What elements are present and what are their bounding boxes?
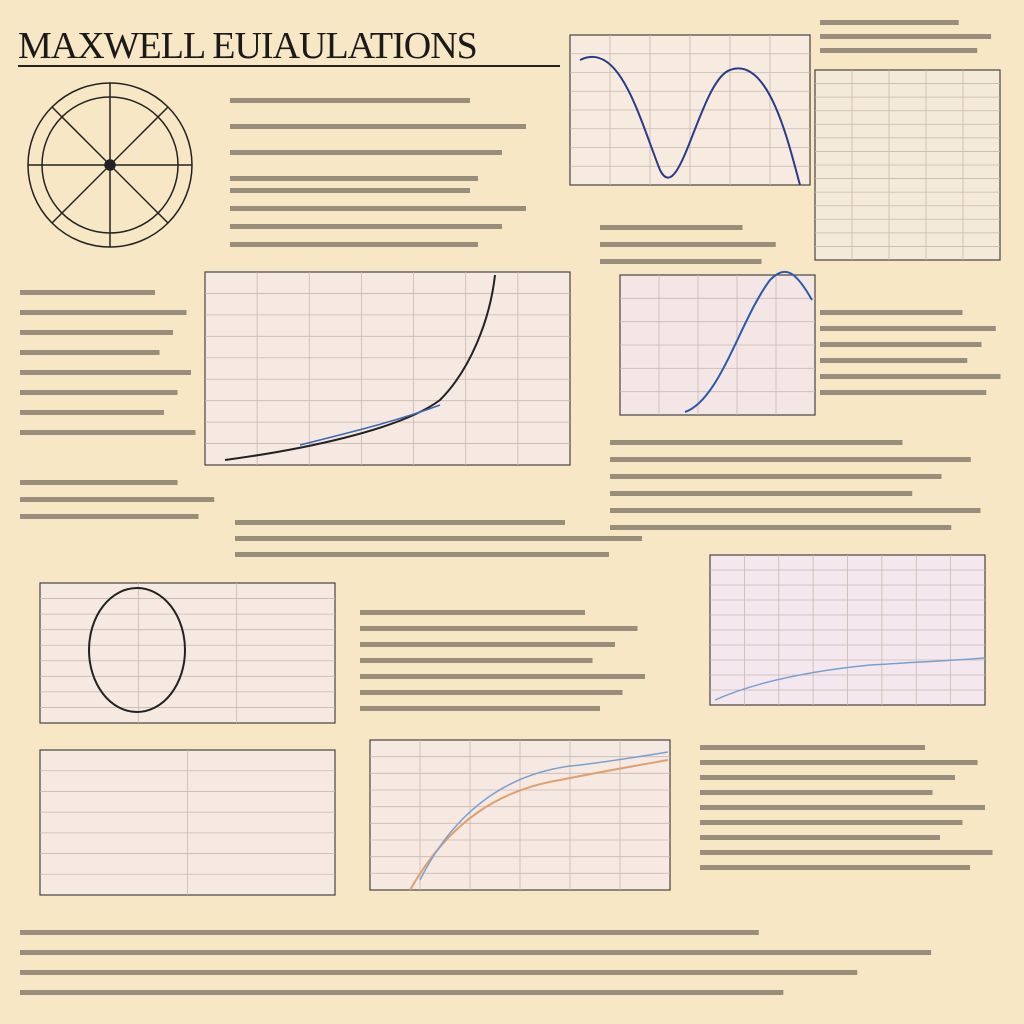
text-line <box>600 259 762 264</box>
text-line <box>360 642 615 647</box>
hub <box>104 159 116 171</box>
text-line <box>235 552 609 557</box>
text-line <box>700 760 978 765</box>
text-line <box>360 610 585 615</box>
text-line <box>820 34 992 39</box>
text-line <box>700 745 925 750</box>
text-line <box>700 850 993 855</box>
flat-curve <box>714 657 986 701</box>
text-line <box>230 188 470 193</box>
text-line <box>700 835 940 840</box>
text-line <box>610 440 903 445</box>
text-line <box>360 626 638 631</box>
text-line <box>235 536 642 541</box>
text-line <box>600 225 743 230</box>
text-line <box>820 48 978 53</box>
text-line <box>610 457 971 462</box>
text-line <box>820 374 1001 379</box>
text-line <box>230 224 502 229</box>
text-line <box>360 674 645 679</box>
text-line <box>820 20 959 25</box>
growth-curve-2 <box>299 404 441 446</box>
text-line <box>610 474 942 479</box>
text-line <box>20 930 759 935</box>
rise-curve-2 <box>419 751 669 881</box>
text-line <box>20 370 191 375</box>
text-line <box>820 358 968 363</box>
text-line <box>235 520 565 525</box>
text-line <box>700 790 933 795</box>
growth-curve <box>224 274 496 461</box>
text-line <box>700 820 963 825</box>
wave-curve <box>579 56 801 186</box>
title: MAXWELL EUIAULATIONS <box>18 25 477 67</box>
text-line <box>610 508 981 513</box>
text-line <box>610 491 913 496</box>
text-line <box>600 242 776 247</box>
text-line <box>20 950 932 955</box>
text-line <box>20 410 164 415</box>
text-line <box>20 480 178 485</box>
text-line <box>700 805 985 810</box>
text-line <box>610 525 952 530</box>
text-line <box>20 310 187 315</box>
rise-curve <box>409 759 669 891</box>
text-line <box>20 990 784 995</box>
text-line <box>20 514 199 519</box>
text-line <box>230 176 478 181</box>
text-line <box>20 330 173 335</box>
panel <box>204 271 571 466</box>
text-line <box>230 150 502 155</box>
text-line <box>820 390 987 395</box>
text-line <box>20 390 178 395</box>
text-line <box>820 342 982 347</box>
text-line <box>820 310 963 315</box>
text-line <box>360 706 600 711</box>
text-line <box>700 865 970 870</box>
text-line <box>820 326 996 331</box>
bell-curve <box>684 270 813 413</box>
text-line <box>700 775 955 780</box>
curves <box>88 56 986 891</box>
text-line <box>20 350 160 355</box>
wheel-diagram <box>27 82 193 248</box>
text-line <box>360 658 593 663</box>
text-line <box>360 690 623 695</box>
text-line <box>20 970 858 975</box>
text-line <box>230 98 470 103</box>
text-line <box>20 290 155 295</box>
text-line <box>230 124 526 129</box>
panel <box>39 582 336 724</box>
ellipse <box>88 587 186 713</box>
text-line <box>230 206 526 211</box>
text-line <box>230 242 478 247</box>
text-line <box>20 430 196 435</box>
text-line <box>20 497 215 502</box>
